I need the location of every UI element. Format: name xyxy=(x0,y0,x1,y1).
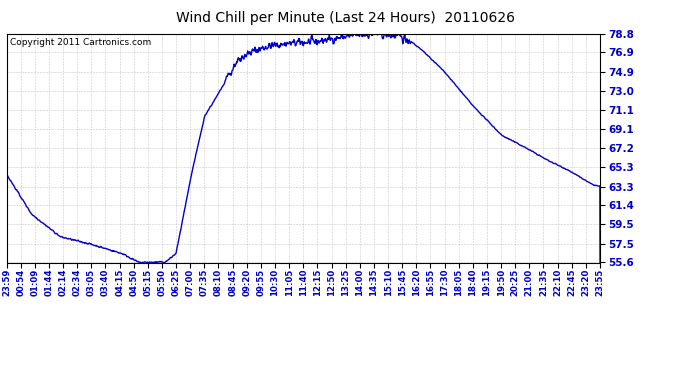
Text: Copyright 2011 Cartronics.com: Copyright 2011 Cartronics.com xyxy=(10,38,151,47)
Text: Wind Chill per Minute (Last 24 Hours)  20110626: Wind Chill per Minute (Last 24 Hours) 20… xyxy=(175,11,515,25)
